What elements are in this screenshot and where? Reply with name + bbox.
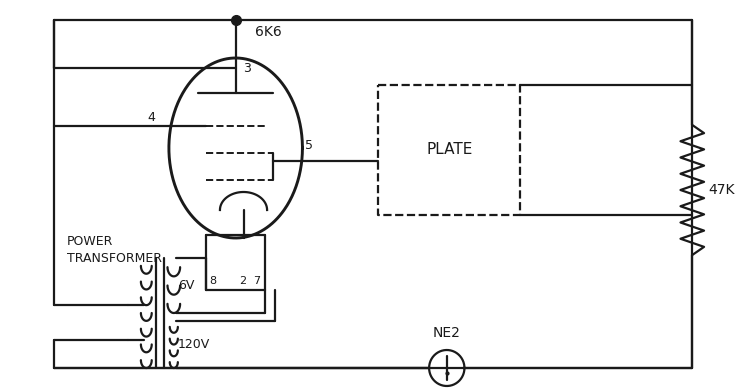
Text: 8: 8 <box>209 276 216 286</box>
Text: 2: 2 <box>240 276 246 286</box>
Text: 5: 5 <box>306 139 314 152</box>
Text: 4: 4 <box>148 111 155 124</box>
Text: PLATE: PLATE <box>426 142 472 158</box>
Text: 7: 7 <box>253 276 261 286</box>
Text: 120V: 120V <box>178 338 210 351</box>
Text: 47K: 47K <box>708 183 734 197</box>
Text: NE2: NE2 <box>433 326 461 340</box>
Text: 6K6: 6K6 <box>255 25 282 39</box>
Text: 3: 3 <box>244 62 252 75</box>
Text: POWER
TRANSFORMER: POWER TRANSFORMER <box>66 235 162 265</box>
Text: 6V: 6V <box>178 279 194 292</box>
